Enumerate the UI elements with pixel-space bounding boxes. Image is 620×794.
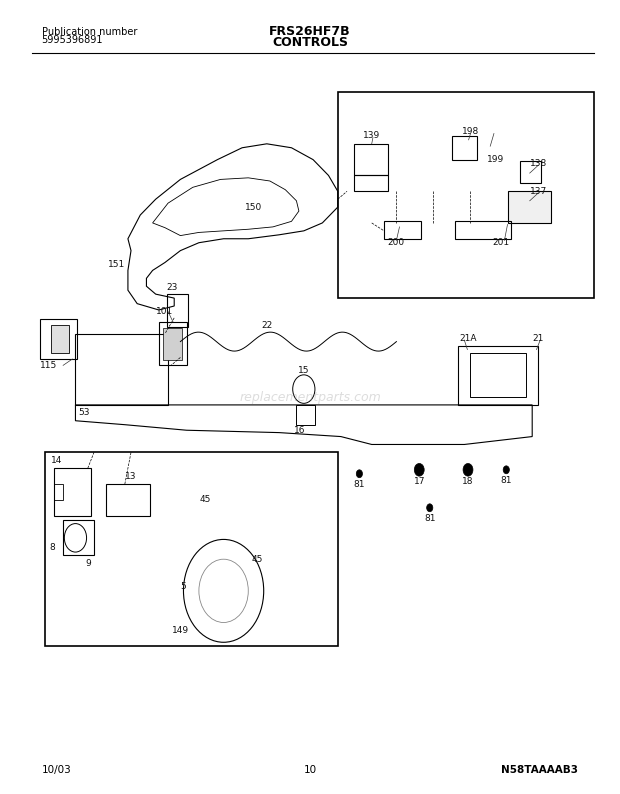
Text: 22: 22	[261, 322, 272, 330]
Bar	[54, 484, 63, 500]
Text: 17: 17	[414, 477, 425, 486]
Text: 10: 10	[303, 765, 317, 775]
Bar	[520, 161, 541, 183]
Text: 13: 13	[125, 472, 137, 480]
Text: 138: 138	[529, 159, 547, 168]
Text: 200: 200	[388, 238, 405, 247]
Text: 115: 115	[40, 360, 57, 370]
Bar	[338, 92, 594, 298]
Bar	[452, 136, 477, 160]
Text: 139: 139	[363, 131, 380, 141]
Text: 151: 151	[108, 260, 125, 269]
Bar	[455, 222, 511, 239]
Text: 53: 53	[79, 408, 90, 418]
Bar	[355, 175, 388, 191]
Circle shape	[503, 466, 510, 474]
Bar	[458, 345, 538, 405]
Text: 150: 150	[245, 202, 262, 212]
Text: 81: 81	[353, 480, 365, 488]
Circle shape	[414, 464, 424, 476]
Circle shape	[427, 504, 433, 511]
Text: 149: 149	[172, 626, 189, 635]
Bar	[163, 328, 182, 360]
Text: 81: 81	[424, 514, 435, 522]
Bar	[296, 405, 315, 425]
Text: 18: 18	[463, 477, 474, 486]
Text: 23: 23	[167, 283, 178, 292]
Text: 14: 14	[51, 456, 63, 464]
Bar	[508, 191, 551, 223]
Text: CONTROLS: CONTROLS	[272, 37, 348, 49]
Bar	[54, 468, 91, 515]
Text: 198: 198	[462, 128, 479, 137]
Text: 9: 9	[85, 559, 91, 568]
Text: FRS26HF7B: FRS26HF7B	[269, 25, 351, 37]
Text: 21A: 21A	[459, 334, 477, 343]
Bar	[76, 333, 168, 405]
Bar	[45, 453, 338, 646]
Text: 45: 45	[252, 555, 264, 564]
Text: 81: 81	[500, 476, 512, 484]
Bar	[40, 319, 77, 359]
Text: 21: 21	[533, 334, 544, 343]
Circle shape	[463, 464, 473, 476]
Text: replacementparts.com: replacementparts.com	[239, 391, 381, 403]
Bar	[384, 222, 421, 239]
Text: 10/03: 10/03	[42, 765, 71, 775]
Bar	[51, 325, 69, 353]
Bar	[355, 144, 388, 175]
Text: 199: 199	[487, 155, 504, 164]
Text: 5: 5	[180, 582, 187, 592]
Text: 101: 101	[156, 307, 174, 316]
Bar	[63, 519, 94, 555]
Text: 15: 15	[298, 365, 309, 375]
Text: Publication number: Publication number	[42, 27, 137, 37]
Bar	[159, 322, 187, 365]
Text: 201: 201	[493, 238, 510, 247]
Text: 45: 45	[200, 495, 211, 504]
Bar	[106, 484, 149, 515]
Text: 16: 16	[294, 426, 306, 435]
Bar	[167, 294, 188, 327]
Bar	[471, 353, 526, 397]
Text: 137: 137	[529, 187, 547, 196]
Text: 8: 8	[49, 543, 55, 552]
Text: N58TAAAAB3: N58TAAAAB3	[502, 765, 578, 775]
Text: 5995396891: 5995396891	[42, 34, 103, 44]
Circle shape	[356, 470, 363, 478]
